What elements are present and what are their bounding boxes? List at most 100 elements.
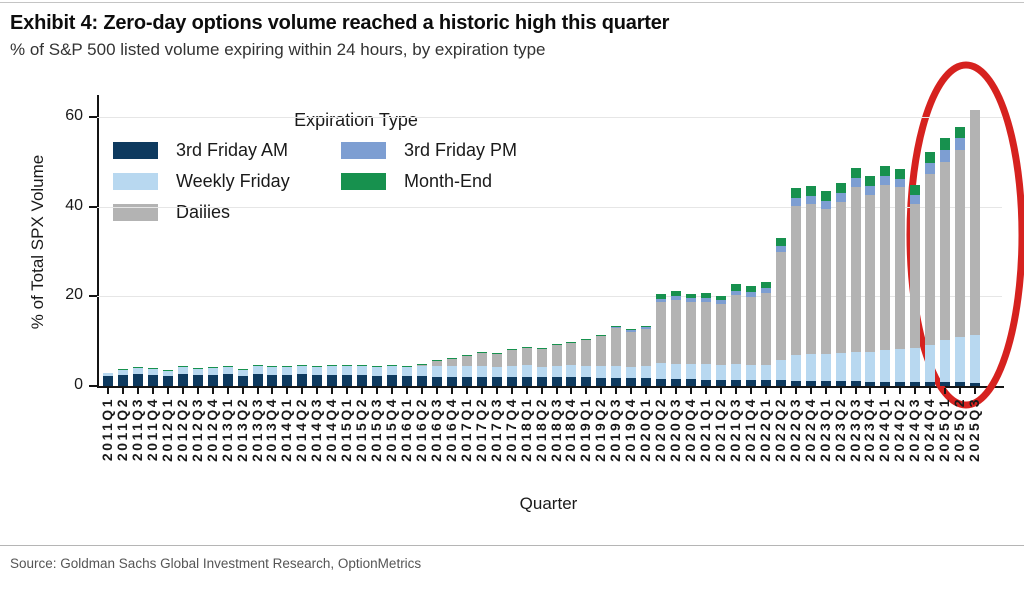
bar-segment-month-end bbox=[402, 366, 412, 368]
bar-segment-month-end bbox=[327, 365, 338, 367]
x-axis-tick bbox=[974, 388, 977, 394]
x-axis-tick bbox=[734, 388, 737, 394]
bar-segment-dailies bbox=[970, 109, 981, 336]
bar-segment-month-end bbox=[222, 366, 233, 368]
x-tick-label: 2011Q1 bbox=[99, 397, 115, 462]
bar-segment-dailies bbox=[775, 251, 786, 361]
bar-segment-dailies bbox=[506, 350, 517, 367]
bar-segment-weekly-friday bbox=[506, 366, 517, 378]
bar-segment-dailies bbox=[671, 299, 682, 364]
bar-segment-month-end bbox=[940, 138, 951, 151]
bar-segment-weekly-friday bbox=[357, 365, 368, 376]
bar-segment-weekly-friday bbox=[730, 364, 741, 380]
bar-segment-3rd-friday-pm bbox=[850, 177, 861, 187]
bar-segment-month-end bbox=[955, 126, 966, 139]
x-axis-tick bbox=[660, 388, 663, 394]
bar-segment-3rd-friday-am bbox=[312, 375, 323, 386]
bar-segment-dailies bbox=[686, 302, 697, 365]
bar-segment-dailies bbox=[925, 174, 936, 346]
bar-segment-3rd-friday-am bbox=[372, 375, 383, 386]
bar-segment-3rd-friday-am bbox=[491, 377, 502, 386]
x-axis-tick bbox=[376, 388, 379, 394]
bar-segment-month-end bbox=[521, 347, 532, 349]
bar-segment-3rd-friday-pm bbox=[715, 300, 726, 305]
x-axis-tick bbox=[196, 388, 199, 394]
bar-segment-month-end bbox=[581, 338, 592, 340]
bar-segment-dailies bbox=[835, 201, 846, 354]
x-tick-label: 2020Q3 bbox=[667, 397, 684, 462]
bar-segment-3rd-friday-pm bbox=[686, 298, 697, 303]
bar-segment-weekly-friday bbox=[566, 365, 577, 378]
legend-label: 3rd Friday AM bbox=[176, 140, 289, 160]
x-tick-label: 2023Q2 bbox=[831, 397, 848, 462]
bar-segment-dailies bbox=[820, 208, 831, 355]
x-axis-tick bbox=[450, 388, 453, 394]
x-axis-tick bbox=[914, 388, 917, 394]
x-axis-tick bbox=[824, 388, 827, 394]
x-axis-tick bbox=[465, 388, 468, 394]
bar-segment-month-end bbox=[566, 342, 577, 344]
bar-segment-3rd-friday-am bbox=[476, 377, 487, 386]
x-axis-tick bbox=[211, 388, 214, 394]
bar-segment-month-end bbox=[835, 183, 846, 194]
bar-segment-3rd-friday-am bbox=[790, 380, 801, 386]
bar-segment-3rd-friday-am bbox=[820, 381, 831, 386]
bar-segment-dailies bbox=[446, 359, 457, 367]
bar-segment-month-end bbox=[491, 352, 502, 354]
bar-segment-3rd-friday-am bbox=[327, 374, 338, 386]
bar-segment-weekly-friday bbox=[416, 365, 427, 377]
bar-segment-weekly-friday bbox=[551, 366, 562, 378]
x-tick-label: 2012Q2 bbox=[173, 397, 190, 462]
x-axis-tick bbox=[510, 388, 513, 394]
x-tick-label: 2014Q2 bbox=[293, 397, 310, 462]
bar-segment-month-end bbox=[207, 367, 218, 369]
bar-segment-month-end bbox=[641, 326, 652, 328]
y-axis-tick bbox=[89, 116, 97, 119]
bar-segment-3rd-friday-am bbox=[880, 381, 891, 386]
x-axis-tick bbox=[226, 388, 229, 394]
bar-segment-3rd-friday-am bbox=[551, 377, 562, 386]
bar-segment-weekly-friday bbox=[880, 350, 891, 382]
bar-segment-weekly-friday bbox=[701, 364, 711, 380]
x-axis-tick bbox=[286, 388, 289, 394]
x-tick-label: 2025Q1 bbox=[936, 397, 953, 462]
x-tick-label: 2017Q1 bbox=[457, 397, 474, 462]
bar-segment-dailies bbox=[641, 329, 652, 366]
y-tick-label: 20 bbox=[65, 286, 83, 304]
bar-segment-3rd-friday-pm bbox=[910, 195, 921, 205]
bar-segment-dailies bbox=[880, 184, 891, 351]
bar-segment-month-end bbox=[910, 185, 921, 196]
bar-segment-month-end bbox=[312, 366, 323, 368]
bar-segment-weekly-friday bbox=[850, 351, 861, 382]
bar-segment-3rd-friday-am bbox=[730, 379, 741, 386]
bar-segment-month-end bbox=[850, 167, 861, 178]
bar-segment-3rd-friday-am bbox=[402, 376, 412, 386]
y-tick-label: 0 bbox=[74, 376, 83, 393]
x-tick-label: 2016Q4 bbox=[442, 397, 459, 462]
x-tick-label: 2022Q4 bbox=[801, 397, 818, 462]
legend-title: Expiration Type bbox=[294, 110, 418, 130]
bar-segment-month-end bbox=[147, 368, 158, 370]
bar-segment-dailies bbox=[476, 352, 487, 367]
bar-segment-month-end bbox=[192, 368, 203, 370]
legend-entries: 3rd Friday AM 3rd Friday PM Weekly Friday M… bbox=[113, 140, 599, 223]
x-axis-tick bbox=[525, 388, 528, 394]
bar-segment-3rd-friday-am bbox=[940, 381, 951, 386]
x-tick-label: 2011Q4 bbox=[143, 397, 160, 462]
y-axis-tick bbox=[89, 295, 97, 298]
bar-segment-3rd-friday-am bbox=[342, 375, 353, 386]
bar-segment-3rd-friday-am bbox=[103, 376, 113, 386]
x-tick-label: 2012Q1 bbox=[158, 397, 175, 462]
x-axis-tick bbox=[779, 388, 782, 394]
x-tick-label: 2023Q1 bbox=[816, 397, 833, 462]
bar-segment-month-end bbox=[431, 360, 442, 362]
bar-segment-month-end bbox=[267, 366, 278, 368]
bar-segment-weekly-friday bbox=[431, 366, 442, 377]
x-axis-tick bbox=[331, 388, 334, 394]
legend-label: Dailies bbox=[176, 202, 231, 222]
bar-segment-month-end bbox=[551, 344, 562, 346]
legend-swatch-icon bbox=[113, 173, 158, 190]
bar-segment-dailies bbox=[730, 295, 741, 365]
x-tick-label: 2017Q2 bbox=[472, 397, 489, 462]
